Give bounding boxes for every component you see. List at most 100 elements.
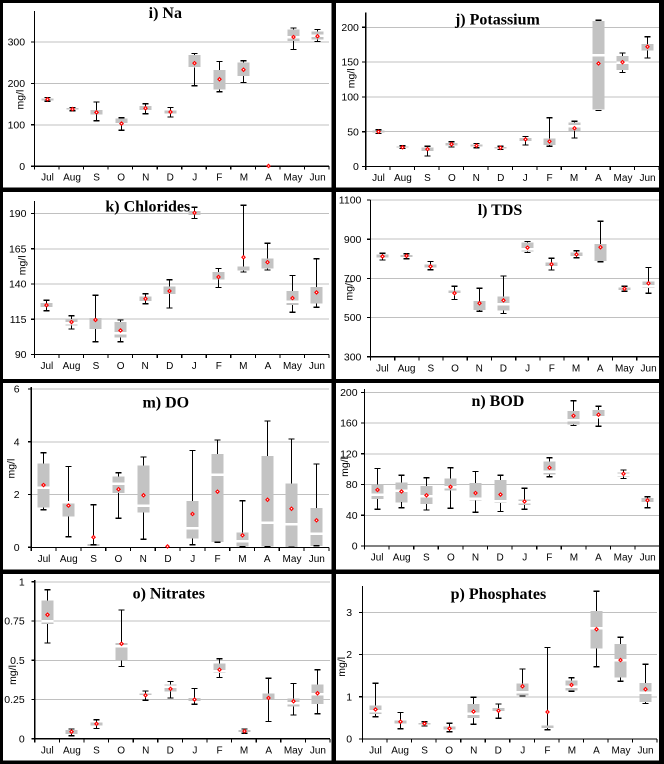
svg-text:0: 0 (19, 733, 25, 745)
svg-text:S: S (421, 746, 428, 757)
svg-text:May: May (614, 363, 633, 374)
svg-text:Jul: Jul (370, 553, 383, 564)
svg-text:Jul: Jul (372, 173, 385, 184)
svg-text:O: O (448, 173, 456, 184)
svg-text:D: D (496, 553, 503, 564)
svg-text:May: May (613, 173, 632, 184)
svg-text:n) BOD: n) BOD (471, 393, 524, 410)
svg-text:A: A (265, 360, 272, 371)
svg-text:40: 40 (345, 510, 357, 522)
svg-text:mg/l: mg/l (336, 657, 348, 677)
svg-text:M: M (240, 745, 248, 756)
svg-text:D: D (166, 360, 173, 371)
svg-text:0.25: 0.25 (4, 694, 25, 706)
svg-text:Aug: Aug (63, 173, 81, 184)
svg-text:N: N (472, 173, 479, 184)
svg-text:J: J (525, 363, 530, 374)
svg-text:J: J (522, 173, 527, 184)
svg-text:Jun: Jun (639, 553, 655, 564)
svg-text:J: J (520, 746, 525, 757)
svg-text:F: F (546, 553, 552, 564)
svg-text:F: F (546, 173, 552, 184)
svg-text:O: O (117, 745, 125, 756)
svg-text:May: May (283, 554, 302, 565)
svg-text:A: A (595, 173, 602, 184)
svg-text:80: 80 (345, 479, 357, 491)
svg-text:A: A (595, 553, 602, 564)
svg-text:M: M (240, 173, 248, 184)
svg-text:Aug: Aug (392, 553, 410, 564)
svg-text:F: F (216, 745, 222, 756)
svg-text:O: O (447, 553, 455, 564)
svg-text:S: S (90, 554, 97, 565)
svg-text:Jul: Jul (41, 360, 54, 371)
svg-text:D: D (499, 363, 506, 374)
svg-text:Aug: Aug (60, 554, 78, 565)
svg-text:S: S (93, 360, 100, 371)
svg-text:D: D (497, 173, 504, 184)
svg-text:May: May (284, 173, 303, 184)
svg-text:M: M (238, 554, 246, 565)
svg-text:Jun: Jun (310, 745, 326, 756)
svg-text:Aug: Aug (391, 746, 409, 757)
svg-text:300: 300 (343, 351, 361, 363)
svg-text:Jul: Jul (376, 363, 389, 374)
svg-text:May: May (611, 746, 630, 757)
svg-text:M: M (567, 746, 575, 757)
svg-text:O: O (451, 363, 459, 374)
svg-text:200: 200 (340, 387, 358, 399)
svg-text:500: 500 (343, 312, 361, 324)
svg-text:700: 700 (343, 273, 361, 285)
svg-text:J: J (522, 553, 527, 564)
svg-text:mg/l: mg/l (16, 255, 28, 275)
svg-text:160: 160 (340, 418, 358, 430)
svg-text:Jun: Jun (309, 554, 325, 565)
svg-text:J: J (192, 360, 197, 371)
svg-text:o) Nitrates: o) Nitrates (133, 585, 205, 602)
svg-text:D: D (164, 554, 171, 565)
svg-text:140: 140 (9, 278, 27, 290)
svg-text:J: J (192, 745, 197, 756)
svg-text:May: May (283, 360, 302, 371)
svg-text:S: S (424, 173, 431, 184)
svg-text:F: F (216, 360, 222, 371)
svg-text:100: 100 (341, 92, 359, 104)
svg-text:Aug: Aug (397, 363, 415, 374)
svg-text:165: 165 (9, 243, 27, 255)
svg-text:0: 0 (19, 161, 25, 173)
svg-text:150: 150 (341, 57, 359, 69)
svg-text:Jun: Jun (309, 360, 325, 371)
svg-text:A: A (265, 745, 272, 756)
svg-text:m) DO: m) DO (142, 395, 189, 412)
svg-text:300: 300 (8, 37, 26, 49)
svg-text:Jun: Jun (637, 746, 653, 757)
svg-text:Jun: Jun (639, 173, 655, 184)
svg-text:A: A (265, 173, 272, 184)
svg-text:Jul: Jul (38, 554, 51, 565)
svg-text:S: S (93, 173, 100, 184)
svg-text:900: 900 (343, 233, 361, 245)
svg-text:1: 1 (19, 576, 25, 588)
svg-text:N: N (475, 363, 482, 374)
svg-text:115: 115 (10, 313, 27, 325)
svg-text:A: A (264, 554, 271, 565)
svg-text:May: May (613, 553, 632, 564)
svg-text:A: A (593, 746, 600, 757)
svg-text:D: D (167, 173, 174, 184)
svg-text:0.5: 0.5 (10, 655, 25, 667)
svg-text:S: S (422, 553, 429, 564)
svg-text:j) Potassium: j) Potassium (453, 12, 540, 29)
svg-text:mg/l: mg/l (338, 457, 350, 477)
svg-text:mg/l: mg/l (343, 280, 355, 300)
svg-text:2: 2 (14, 489, 20, 501)
svg-text:p) Phosphates: p) Phosphates (450, 586, 546, 603)
svg-text:120: 120 (340, 448, 358, 460)
svg-text:k) Chlorides: k) Chlorides (105, 198, 190, 215)
svg-text:3: 3 (346, 607, 352, 619)
svg-text:May: May (284, 745, 303, 756)
svg-text:0: 0 (353, 161, 359, 173)
svg-text:N: N (471, 553, 478, 564)
svg-text:N: N (142, 173, 149, 184)
svg-text:M: M (569, 553, 577, 564)
svg-text:Aug: Aug (63, 360, 81, 371)
